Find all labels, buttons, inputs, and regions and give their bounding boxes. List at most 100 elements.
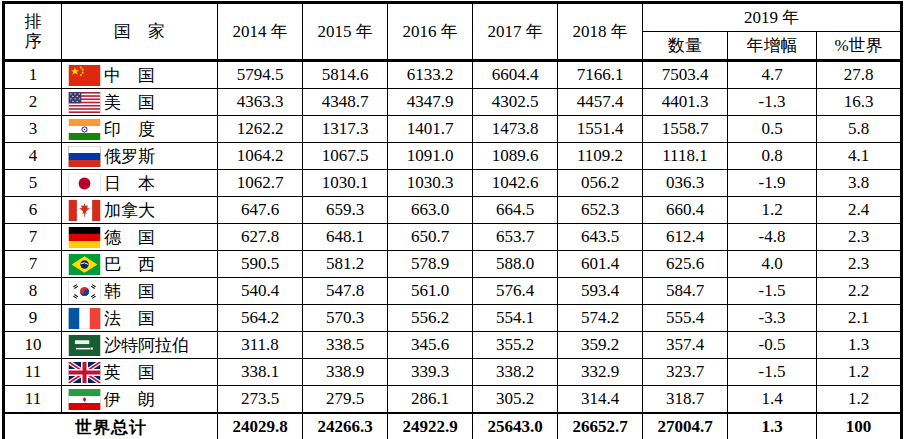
total-value-cell: 25643.0 xyxy=(473,413,558,439)
value-cell: 664.5 xyxy=(473,197,558,224)
value-cell: 1.2 xyxy=(728,197,817,224)
total-value-cell: 27004.7 xyxy=(643,413,728,439)
table-row: 2美 国4363.34348.74347.94302.54457.44401.3… xyxy=(4,89,902,116)
country-name: 英 国 xyxy=(104,361,155,384)
value-cell: 0.8 xyxy=(728,143,817,170)
value-cell: 4348.7 xyxy=(303,89,388,116)
flag-india-icon xyxy=(68,119,101,140)
flag-iran-icon xyxy=(68,389,101,410)
value-cell: 339.3 xyxy=(388,359,473,386)
value-cell: 556.2 xyxy=(388,305,473,332)
country-cell: 德 国 xyxy=(62,224,218,251)
flag-brazil-icon xyxy=(68,254,101,275)
table-row: 6加拿大647.6659.3663.0664.5652.3660.41.22.4 xyxy=(4,197,902,224)
country-name: 印 度 xyxy=(104,118,155,141)
value-cell: 4363.3 xyxy=(218,89,303,116)
value-cell: 4302.5 xyxy=(473,89,558,116)
table-row: 11伊 朗273.5279.5286.1305.2314.4318.71.41.… xyxy=(4,386,902,414)
country-name: 沙特阿拉伯 xyxy=(104,334,189,357)
rank-cell: 1 xyxy=(4,61,62,89)
value-cell: 4.7 xyxy=(728,61,817,89)
value-cell: 1109.2 xyxy=(558,143,643,170)
table-row: 8韩 国540.4547.8561.0576.4593.4584.7-1.52.… xyxy=(4,278,902,305)
value-cell: 652.3 xyxy=(558,197,643,224)
value-cell: 4.1 xyxy=(817,143,902,170)
value-cell: 338.1 xyxy=(218,359,303,386)
rank-cell: 11 xyxy=(4,359,62,386)
value-cell: 1089.6 xyxy=(473,143,558,170)
country-cell: 俄罗斯 xyxy=(62,143,218,170)
table-row: 11英 国338.1338.9339.3338.2332.9323.7-1.51… xyxy=(4,359,902,386)
header-year-2019: 2019 年 xyxy=(643,3,902,32)
value-cell: 2.3 xyxy=(817,251,902,278)
flag-saudi-icon xyxy=(68,335,101,356)
flag-germany-icon xyxy=(68,227,101,248)
value-cell: 581.2 xyxy=(303,251,388,278)
value-cell: -3.3 xyxy=(728,305,817,332)
value-cell: 7503.4 xyxy=(643,61,728,89)
value-cell: -1.5 xyxy=(728,359,817,386)
table-row: 7德 国627.8648.1650.7653.7643.5612.4-4.82.… xyxy=(4,224,902,251)
value-cell: 056.2 xyxy=(558,170,643,197)
value-cell: 663.0 xyxy=(388,197,473,224)
value-cell: 4457.4 xyxy=(558,89,643,116)
header-2019-quantity: 数量 xyxy=(643,32,728,61)
header-year-2017: 2017 年 xyxy=(473,3,558,61)
table-row: 4俄罗斯1064.21067.51091.01089.61109.21118.1… xyxy=(4,143,902,170)
value-cell: -0.5 xyxy=(728,332,817,359)
value-cell: 590.5 xyxy=(218,251,303,278)
rank-cell: 8 xyxy=(4,278,62,305)
country-name: 美 国 xyxy=(104,91,155,114)
header-2019-growth: 年增幅 xyxy=(728,32,817,61)
value-cell: 2.4 xyxy=(817,197,902,224)
value-cell: 564.2 xyxy=(218,305,303,332)
total-value-cell: 24266.3 xyxy=(303,413,388,439)
header-year-2018: 2018 年 xyxy=(558,3,643,61)
rank-cell: 5 xyxy=(4,170,62,197)
value-cell: 305.2 xyxy=(473,386,558,414)
header-rank: 排序 xyxy=(4,3,62,61)
value-cell: 1062.7 xyxy=(218,170,303,197)
country-cell: 印 度 xyxy=(62,116,218,143)
value-cell: 1030.3 xyxy=(388,170,473,197)
value-cell: 1064.2 xyxy=(218,143,303,170)
header-year-2016: 2016 年 xyxy=(388,3,473,61)
country-cell: 中 国 xyxy=(62,61,218,89)
value-cell: 3.8 xyxy=(817,170,902,197)
value-cell: 1.4 xyxy=(728,386,817,414)
country-name: 日 本 xyxy=(104,172,155,195)
value-cell: 1030.1 xyxy=(303,170,388,197)
value-cell: 6133.2 xyxy=(388,61,473,89)
total-value-cell: 24029.8 xyxy=(218,413,303,439)
value-cell: 338.9 xyxy=(303,359,388,386)
country-cell: 沙特阿拉伯 xyxy=(62,332,218,359)
value-cell: 1558.7 xyxy=(643,116,728,143)
rank-cell: 10 xyxy=(4,332,62,359)
value-cell: 4.0 xyxy=(728,251,817,278)
value-cell: -4.8 xyxy=(728,224,817,251)
country-cell: 巴 西 xyxy=(62,251,218,278)
rank-cell: 3 xyxy=(4,116,62,143)
country-name: 俄罗斯 xyxy=(104,145,155,168)
country-name: 加拿大 xyxy=(104,199,155,222)
table-row: 5日 本1062.71030.11030.31042.6056.2036.3-1… xyxy=(4,170,902,197)
value-cell: 273.5 xyxy=(218,386,303,414)
value-cell: 584.7 xyxy=(643,278,728,305)
value-cell: 643.5 xyxy=(558,224,643,251)
value-cell: 314.4 xyxy=(558,386,643,414)
value-cell: 355.2 xyxy=(473,332,558,359)
value-cell: 588.0 xyxy=(473,251,558,278)
header-year-2014: 2014 年 xyxy=(218,3,303,61)
country-name: 伊 朗 xyxy=(104,388,155,411)
value-cell: 561.0 xyxy=(388,278,473,305)
flag-korea-icon xyxy=(68,281,101,302)
value-cell: 036.3 xyxy=(643,170,728,197)
rank-cell: 9 xyxy=(4,305,62,332)
value-cell: 1067.5 xyxy=(303,143,388,170)
country-statistics-table: 排序 国 家 2014 年 2015 年 2016 年 2017 年 2018 … xyxy=(2,1,903,439)
value-cell: 4347.9 xyxy=(388,89,473,116)
value-cell: 27.8 xyxy=(817,61,902,89)
table-row: 10沙特阿拉伯311.8338.5345.6355.2359.2357.4-0.… xyxy=(4,332,902,359)
flag-china-icon xyxy=(68,65,101,86)
total-value-cell: 100 xyxy=(817,413,902,439)
